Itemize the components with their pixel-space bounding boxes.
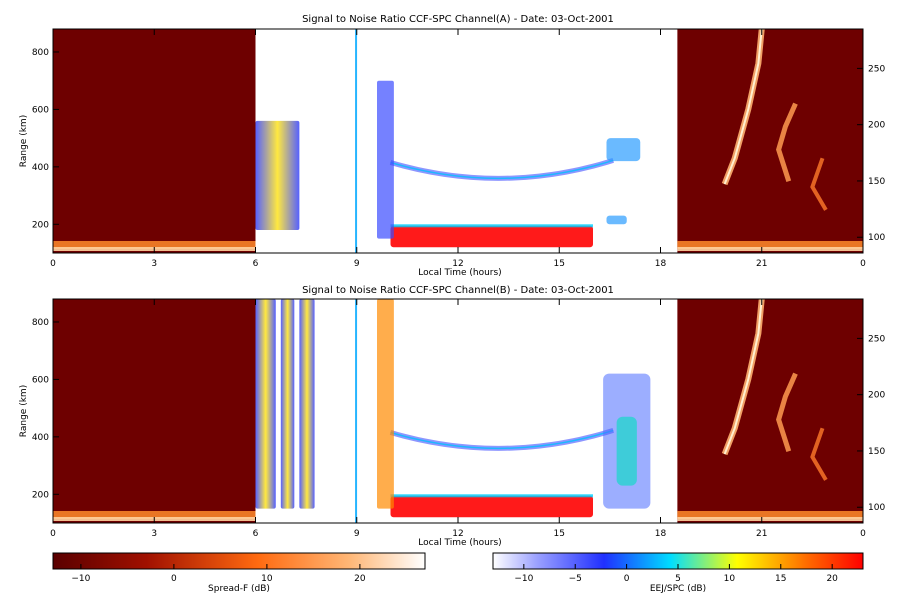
x-axis-label: Local Time (hours): [418, 268, 501, 278]
spread-f-bottom-echo: [53, 511, 256, 519]
x-tick-label: 0: [50, 259, 56, 269]
spread-f-bottom-echo: [677, 241, 863, 249]
segment-spread-f-2: [677, 29, 863, 253]
x-tick-label: 0: [860, 259, 866, 269]
x-tick-label: 0: [860, 529, 866, 539]
colorbar-tick-label: 5: [675, 574, 681, 584]
spread-f-plumes: [721, 28, 828, 211]
eej-echoes: [255, 299, 651, 523]
colorbar-spread-f: −10 0 10 20 Spread-F (dB): [52, 552, 426, 594]
y-tick-label: 200: [32, 490, 49, 500]
x-tick-label: 21: [756, 259, 767, 269]
y2-tick-label: 150: [868, 177, 885, 187]
spread-f-bottom-echo: [677, 511, 863, 519]
y-tick-label: 400: [32, 433, 49, 443]
chart-title: Signal to Noise Ratio CCF-SPC Channel(A)…: [302, 14, 614, 25]
x-tick-label: 3: [151, 259, 157, 269]
segment-spread-f-2: [677, 299, 863, 523]
colorbar-spread-f-bar: [52, 552, 426, 570]
y-axis-label: Range (km): [19, 115, 29, 167]
x-tick-label: 12: [452, 259, 463, 269]
x-tick-label: 18: [655, 259, 667, 269]
x-tick-label: 18: [655, 529, 667, 539]
chart-title: Signal to Noise Ratio CCF-SPC Channel(B)…: [302, 285, 614, 296]
y2-tick-label: 200: [868, 391, 885, 401]
colorbar-tick-label: −10: [71, 574, 90, 584]
y2-tick-label: 250: [868, 334, 885, 344]
spread-f-bottom-echo-core: [677, 517, 863, 521]
colorbar-tick-label: 10: [261, 574, 273, 584]
spread-f-bottom-echo: [53, 241, 256, 249]
x-tick-label: 15: [554, 529, 565, 539]
x-tick-label: 6: [253, 259, 259, 269]
spread-f-bottom-echo-core: [677, 247, 863, 251]
y-tick-label: 400: [32, 163, 49, 173]
x-tick-label: 9: [354, 259, 360, 269]
colorbar-tick-label: 0: [624, 574, 630, 584]
colorbar-eej-label: EEJ/SPC (dB): [650, 584, 706, 594]
spread-f-plumes: [721, 298, 828, 481]
y2-tick-label: 100: [868, 503, 885, 513]
panel-channel-b: Signal to Noise Ratio CCF-SPC Channel(B)…: [19, 285, 885, 548]
y2-tick-label: 150: [868, 447, 885, 457]
colorbar-tick-label: 15: [775, 574, 786, 584]
y-tick-label: 800: [32, 48, 49, 58]
x-tick-label: 21: [756, 529, 767, 539]
x-tick-label: 12: [452, 529, 463, 539]
y2-tick-label: 100: [868, 233, 885, 243]
x-tick-label: 3: [151, 529, 157, 539]
y-tick-label: 600: [32, 375, 49, 385]
y-tick-label: 600: [32, 105, 49, 115]
colorbar-tick-label: −10: [514, 574, 533, 584]
y-tick-label: 800: [32, 318, 49, 328]
x-tick-label: 6: [253, 529, 259, 539]
y-axis-label: Range (km): [19, 385, 29, 437]
colorbar-tick-label: 20: [826, 574, 838, 584]
y2-tick-label: 250: [868, 64, 885, 74]
y-tick-label: 200: [32, 220, 49, 230]
colorbar-eej: −10 −5 0 5 10 15 20 EEJ/SPC (dB): [492, 552, 864, 594]
colorbar-tick-label: −5: [569, 574, 582, 584]
x-tick-label: 0: [50, 529, 56, 539]
segment-spread-f-0: [53, 29, 256, 253]
colorbar-tick-label: 0: [171, 574, 177, 584]
panel-channel-a: Signal to Noise Ratio CCF-SPC Channel(A)…: [19, 14, 885, 278]
x-tick-label: 15: [554, 259, 565, 269]
segment-spread-f-0: [53, 299, 256, 523]
colorbar-tick-label: 10: [724, 574, 736, 584]
x-axis-label: Local Time (hours): [418, 538, 501, 548]
colorbar-tick-label: 20: [354, 574, 366, 584]
colorbar-spread-f-label: Spread-F (dB): [208, 584, 270, 594]
eej-echoes: [255, 29, 641, 253]
y2-tick-label: 200: [868, 121, 885, 131]
x-tick-label: 9: [354, 529, 360, 539]
